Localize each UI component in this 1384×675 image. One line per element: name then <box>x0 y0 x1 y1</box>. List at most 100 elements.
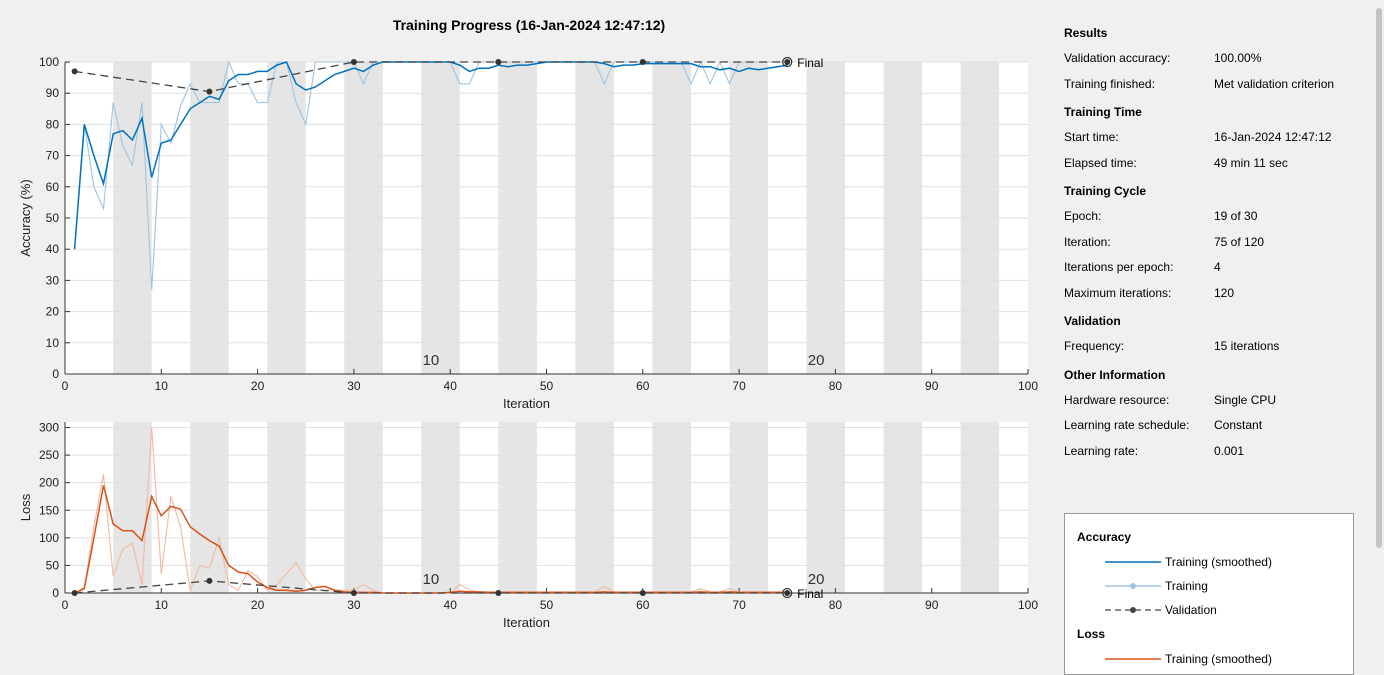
validation-point <box>495 59 502 65</box>
info-key: Training finished: <box>1064 76 1155 91</box>
info-row: Learning rate: 0.001 <box>1064 443 1364 469</box>
info-row: Frequency: 15 iterations <box>1064 338 1364 364</box>
legend-acc-smoothed: Training (smoothed) <box>1105 554 1272 570</box>
x-tick-label: 100 <box>1018 379 1038 393</box>
epoch-band <box>190 422 229 593</box>
validation-point <box>350 59 357 65</box>
validation-point <box>784 59 791 65</box>
info-value: Met validation criterion <box>1214 76 1335 91</box>
x-tick-label: 80 <box>829 598 843 612</box>
x-tick-label: 100 <box>1018 598 1038 612</box>
info-section-title: Training Time <box>1064 105 1142 119</box>
info-value: 49 min 11 sec <box>1214 155 1288 170</box>
legend-label: Training <box>1165 579 1208 593</box>
epoch-band <box>344 422 383 593</box>
training-charts: 0 10 20 30 40 50 60 70 80 90 100010203040506070809… <box>18 55 1038 630</box>
x-tick-label: 50 <box>540 598 554 612</box>
epoch-band <box>806 422 846 593</box>
info-section-title: Results <box>1064 26 1108 40</box>
scrollbar-thumb[interactable] <box>1376 8 1382 548</box>
validation-point <box>639 590 646 596</box>
legend-line-validation-icon <box>1105 607 1161 613</box>
info-value: 75 of 120 <box>1214 234 1265 249</box>
y-tick-label: 0 <box>52 367 59 381</box>
accuracy-plot: 0 10 20 30 40 50 60 70 80 90 100 0 10 20 30 40 50 60 70 80 9… <box>18 55 1038 411</box>
epoch-band <box>113 422 152 593</box>
epoch-label: 20 <box>808 571 825 588</box>
x-axis-label: Iteration <box>503 396 550 411</box>
legend-label: Validation <box>1165 603 1217 617</box>
y-axis-label: Loss <box>18 493 33 521</box>
y-tick-label: 70 <box>46 149 60 163</box>
info-section-validation: Validation Frequency: 15 iterations <box>1064 313 1364 364</box>
x-tick-label: 0 <box>62 379 69 393</box>
info-value: 16-Jan-2024 12:47:12 <box>1214 130 1332 144</box>
legend-loss-smoothed: Training (smoothed) <box>1105 651 1272 667</box>
info-section-title: Training Cycle <box>1064 184 1147 198</box>
legend-accuracy-title: Accuracy <box>1077 530 1132 544</box>
epoch-band <box>960 422 1000 593</box>
y-tick-label: 10 <box>46 336 60 350</box>
epoch-band <box>267 422 306 593</box>
x-tick-label: 30 <box>347 379 361 393</box>
final-marker <box>782 56 793 68</box>
y-tick-label: 150 <box>39 503 59 517</box>
series-line-validation <box>74 61 788 93</box>
epoch-label: 10 <box>423 571 440 588</box>
y-tick-label: 100 <box>39 531 59 545</box>
y-tick-label: 250 <box>39 448 59 462</box>
validation-point <box>350 590 357 596</box>
info-row: Iterations per epoch: 4 <box>1064 259 1364 285</box>
x-axis-label: Iteration <box>503 615 550 630</box>
final-label: Final <box>797 587 823 601</box>
info-value: 120 <box>1214 285 1235 300</box>
validation-point <box>495 590 502 596</box>
info-row: Epoch: 19 of 30 <box>1064 208 1364 234</box>
final-label: Final <box>797 56 823 70</box>
legend-loss-title: Loss <box>1077 627 1106 641</box>
validation-point <box>784 590 791 596</box>
x-tick-label: 20 <box>251 379 265 393</box>
info-value: Constant <box>1214 418 1263 432</box>
x-tick-label: 30 <box>347 598 361 612</box>
final-marker <box>782 587 793 599</box>
info-section-results: Results Validation accuracy: 100.00% Traini… <box>1064 25 1364 101</box>
info-row: Learning rate schedule: Constant <box>1064 417 1364 443</box>
info-row: Start time: 16-Jan-2024 12:47:12 <box>1064 129 1364 155</box>
x-tick-label: 90 <box>925 379 939 393</box>
chart-title: Training Progress (16-Jan-2024 12:47:12) <box>392 17 666 33</box>
y-tick-label: 50 <box>46 558 60 572</box>
epoch-band <box>498 422 537 593</box>
y-tick-label: 30 <box>46 273 60 287</box>
info-key: Epoch: <box>1064 209 1102 223</box>
x-tick-label: 60 <box>636 379 650 393</box>
x-tick-label: 80 <box>829 379 843 393</box>
epoch-band <box>883 422 923 593</box>
validation-point <box>206 88 213 95</box>
epoch-band <box>575 422 614 593</box>
validation-point <box>71 68 78 75</box>
info-key: Validation accuracy: <box>1064 51 1171 65</box>
x-tick-label: 40 <box>444 379 458 393</box>
info-value: 19 of 30 <box>1214 209 1258 223</box>
y-tick-label: 90 <box>46 86 60 100</box>
info-key: Iterations per epoch: <box>1064 260 1174 274</box>
validation-point <box>71 590 78 596</box>
info-section-cycle: Training Cycle Epoch: 19 of 30 Iteration: 75… <box>1064 183 1364 310</box>
series-line-training-smoothed- <box>73 61 788 250</box>
x-tick-label: 60 <box>636 598 650 612</box>
legend-acc-training: Training <box>1105 578 1208 594</box>
legend-label: Training (smoothed) <box>1165 555 1272 569</box>
validation-point <box>639 59 646 65</box>
x-tick-label: 70 <box>732 598 746 612</box>
vertical-scrollbar[interactable] <box>1373 0 1384 656</box>
info-key: Hardware resource: <box>1064 392 1170 407</box>
epoch-band <box>729 422 768 593</box>
info-key: Elapsed time: <box>1064 155 1137 170</box>
epoch-band <box>421 422 460 593</box>
info-section-title: Other Information <box>1064 367 1166 382</box>
info-value: 15 iterations <box>1214 339 1280 353</box>
validation-point <box>206 577 213 584</box>
info-row: Iteration: 75 of 120 <box>1064 234 1364 260</box>
info-value: 100.00% <box>1214 51 1262 65</box>
